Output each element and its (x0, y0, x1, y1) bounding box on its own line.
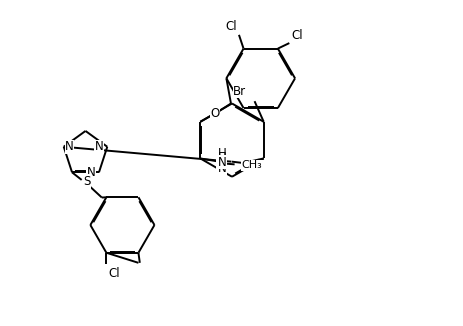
Text: N: N (65, 140, 74, 153)
Text: Cl: Cl (291, 29, 303, 42)
Text: H: H (217, 151, 225, 164)
Text: N: N (87, 166, 95, 179)
Text: O: O (216, 156, 225, 170)
Text: N: N (217, 156, 225, 169)
Text: H
N: H N (217, 147, 225, 175)
Text: CH₃: CH₃ (241, 160, 262, 170)
Text: Cl: Cl (108, 267, 120, 280)
Text: Cl: Cl (225, 20, 236, 33)
Text: N: N (94, 140, 103, 153)
Text: O: O (210, 107, 219, 120)
Text: Br: Br (233, 84, 246, 97)
Text: S: S (83, 175, 91, 188)
